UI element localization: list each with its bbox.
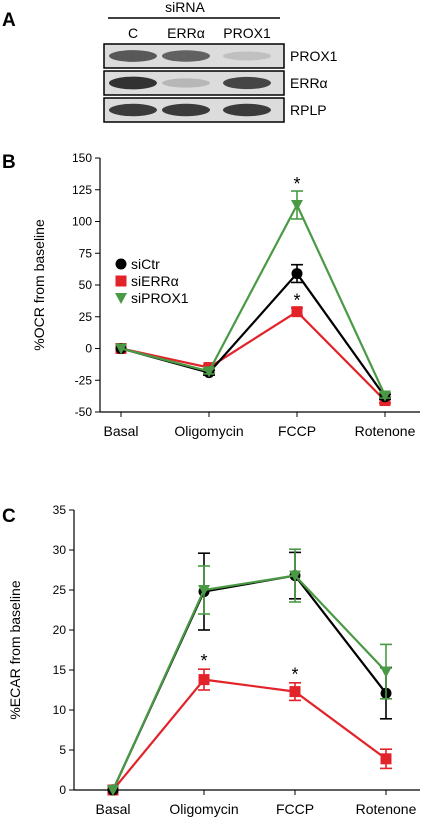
y-tick-label: 50	[79, 278, 93, 292]
lane-label-erra: ERRα	[167, 25, 205, 41]
series-sierra	[107, 668, 392, 796]
y-tick-label: 10	[53, 703, 67, 717]
point-marker-siprox1	[291, 199, 303, 211]
y-tick-label: 0	[59, 783, 66, 797]
blot-band-erra-erra	[162, 78, 210, 88]
panel-c: C 0 5 10 15 20 25 30 35 Basal Oligomycin FCCP Roten…	[2, 503, 420, 817]
y-tick-label: 25	[53, 583, 67, 597]
blot-band-prox1-erra	[162, 50, 210, 62]
y-tick-label: 100	[72, 215, 92, 229]
x-tick-label-basal: Basal	[95, 801, 130, 817]
blot-label-erra: ERRα	[290, 75, 328, 91]
blot-band-rplp-prox1	[223, 103, 271, 117]
series-line-siprox1	[111, 574, 387, 791]
legend-marker-siprox1	[115, 293, 127, 304]
blot-band-erra-prox1	[223, 76, 271, 90]
legend-label-sictr: siCtr	[131, 256, 160, 272]
point-marker-sictr	[291, 268, 303, 280]
point-marker-siprox1	[380, 666, 392, 678]
x-tick-label-oligomycin: Oligomycin	[169, 801, 238, 817]
lane-label-c: C	[128, 25, 138, 41]
point-marker-sierra	[198, 674, 210, 686]
blot-label-rplp: RPLP	[290, 102, 327, 118]
point-marker-siprox1	[198, 585, 210, 596]
point-marker-siprox1	[379, 390, 391, 402]
ocr-chart: -50 -25 0 25 50 75 100 125 150 Basal Oligomycin FCC…	[31, 151, 420, 439]
point-marker-siprox1	[203, 366, 215, 378]
significance-star: *	[291, 665, 298, 685]
panel-c-label: C	[2, 506, 16, 527]
y-tick-label: 125	[72, 183, 92, 197]
y-tick-label: -50	[75, 405, 93, 419]
blot-label-prox1: PROX1	[290, 48, 338, 64]
point-marker-sierra	[289, 686, 301, 698]
x-tick-label-fccp: FCCP	[276, 801, 314, 817]
ecar-chart: 0 5 10 15 20 25 30 35 Basal Oligomycin FCCP Rotenon…	[7, 503, 420, 817]
blot-band-erra-c	[109, 76, 157, 90]
sirna-header: siRNA	[165, 0, 205, 15]
point-marker-sierra	[380, 753, 392, 765]
series-line-sierra	[120, 310, 386, 402]
panel-b: B -50 -25 0 25 50 75 100 125 150 Basal Oligomycin F…	[2, 151, 420, 439]
series-siprox1	[107, 548, 392, 796]
y-tick-label: 0	[85, 342, 92, 356]
y-tick-label: 20	[53, 623, 67, 637]
point-marker-siprox1	[289, 570, 301, 582]
point-marker-siprox1	[115, 343, 127, 355]
y-tick-label: 35	[53, 503, 67, 517]
series-siprox1	[115, 190, 391, 402]
x-tick-label-oligomycin: Oligomycin	[174, 423, 243, 439]
series-line-sictr	[112, 574, 387, 791]
x-tick-label-rotenone: Rotenone	[356, 801, 417, 817]
y-tick-label: 5	[59, 743, 66, 757]
x-tick-label-fccp: FCCP	[278, 423, 316, 439]
series-line-siprox1	[120, 202, 386, 396]
significance-star: *	[293, 174, 300, 194]
series-sictr	[107, 551, 392, 796]
y-tick-label: 150	[72, 151, 92, 165]
point-marker-siprox1	[107, 785, 119, 796]
x-tick-label-rotenone: Rotenone	[355, 423, 416, 439]
lane-label-prox1: PROX1	[223, 25, 271, 41]
blot-band-rplp-c	[109, 103, 157, 117]
y-tick-label: 15	[53, 663, 67, 677]
significance-star: *	[200, 651, 207, 671]
legend-marker-sictr	[115, 258, 127, 270]
panel-a: A siRNA C ERRα PROX1 PROX1 ERRα RPLP	[2, 0, 338, 123]
y-tick-label: 30	[53, 543, 67, 557]
y-tick-label: 25	[79, 310, 93, 324]
significance-star: *	[293, 291, 300, 311]
western-blots: PROX1 ERRα RPLP	[103, 43, 338, 123]
y-tick-label: -25	[75, 373, 93, 387]
legend-label-sierra: siERRα	[131, 273, 179, 289]
blot-band-prox1-c	[109, 50, 157, 62]
y-axis-label: %OCR from baseline	[31, 219, 47, 351]
blot-band-prox1-prox1	[223, 51, 271, 61]
legend-label-siprox1: siPROX1	[131, 290, 189, 306]
panel-b-label: B	[2, 152, 16, 173]
legend-marker-sierra	[115, 275, 127, 287]
point-marker-sierra	[291, 306, 303, 318]
x-tick-label-basal: Basal	[103, 423, 138, 439]
blot-band-rplp-erra	[162, 103, 210, 117]
y-axis-label: %ECAR from baseline	[7, 580, 23, 719]
series-line-sierra	[112, 678, 387, 791]
y-tick-label: 75	[79, 246, 93, 260]
panel-a-label: A	[2, 10, 16, 31]
